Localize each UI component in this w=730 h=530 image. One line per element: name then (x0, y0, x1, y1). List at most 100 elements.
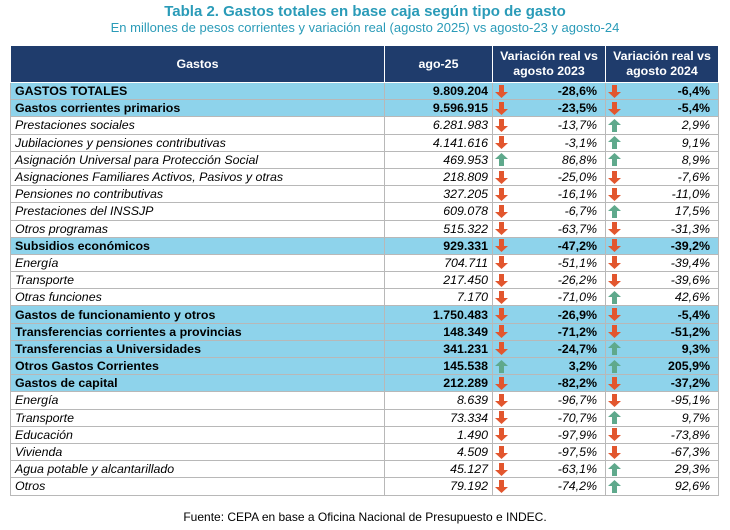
row-var-2024: -73,8% (605, 425, 719, 444)
table-row: Otros programas 515.322 -63,7% -31,3% (10, 219, 719, 238)
row-var-2023: -70,7% (492, 408, 606, 427)
arrow-down-icon (495, 445, 508, 459)
variation-value: -63,7% (557, 221, 597, 236)
arrow-up-icon (495, 153, 508, 167)
variation-value: -51,2% (670, 324, 710, 339)
variation-value: -3,1% (564, 135, 597, 150)
variation-value: -13,7% (557, 118, 597, 133)
table-row: Transferencias a Universidades 341.231 -24… (10, 339, 719, 359)
variation-value: -97,5% (557, 445, 597, 460)
arrow-up-icon (608, 136, 621, 150)
arrow-down-icon (495, 170, 508, 184)
arrow-down-icon (495, 101, 508, 115)
variation-value: -16,1% (557, 187, 597, 202)
row-label: Asignaciones Familiares Activos, Pasivos… (10, 167, 385, 187)
variation-value: -7,6% (677, 170, 710, 185)
row-var-2023: -63,7% (492, 219, 606, 238)
row-var-2024: 2,9% (605, 116, 719, 135)
row-label: GASTOS TOTALES (10, 81, 385, 101)
row-value: 148.349 (384, 322, 493, 341)
row-label: Transferencias corrientes a provincias (10, 322, 385, 341)
table-row: Prestaciones sociales 6.281.983 -13,7% 2,9% (10, 116, 719, 135)
row-var-2024: -6,4% (605, 81, 719, 101)
header-gastos: Gastos (10, 45, 385, 83)
arrow-up-icon (608, 118, 621, 132)
row-value: 145.538 (384, 356, 493, 376)
variation-value: 8,9% (681, 152, 710, 167)
arrow-up-icon (608, 204, 621, 218)
row-var-2023: -96,7% (492, 391, 606, 410)
row-var-2023: -26,2% (492, 271, 606, 290)
row-var-2024: 9,1% (605, 133, 719, 152)
arrow-down-icon (608, 308, 621, 322)
arrow-up-icon (608, 342, 621, 356)
row-label: Gastos de funcionamiento y otros (10, 305, 385, 324)
variation-value: -11,0% (671, 187, 710, 202)
row-label: Transferencias a Universidades (10, 339, 385, 359)
variation-value: -24,7% (557, 341, 597, 356)
arrow-up-icon (608, 462, 621, 476)
row-var-2024: 9,7% (605, 408, 719, 427)
variation-value: -47,2% (557, 238, 597, 253)
row-value: 341.231 (384, 339, 493, 359)
row-var-2024: -39,6% (605, 271, 719, 290)
expenses-table: Gastos ago-25 Variación real vs agosto 2… (10, 45, 719, 496)
row-var-2023: -47,2% (492, 236, 606, 255)
table-row: Energía 8.639 -96,7% -95,1% (10, 391, 719, 410)
row-value: 212.289 (384, 374, 493, 393)
variation-value: -71,0% (557, 290, 597, 305)
row-label: Transporte (10, 408, 385, 427)
row-var-2024: 92,6% (605, 477, 719, 496)
row-label: Otros programas (10, 219, 385, 238)
arrow-up-icon (608, 411, 621, 425)
table-row: Gastos de funcionamiento y otros 1.750.48… (10, 305, 719, 324)
variation-value: -97,9% (557, 427, 597, 442)
variation-value: -26,2% (557, 273, 597, 288)
arrow-down-icon (495, 325, 508, 339)
row-var-2023: 86,8% (492, 150, 606, 169)
row-var-2024: 8,9% (605, 150, 719, 169)
arrow-up-icon (608, 153, 621, 167)
row-var-2024: -11,0% (605, 185, 719, 204)
table-body: GASTOS TOTALES 9.809.204 -28,6% -6,4% Gastos… (10, 81, 719, 496)
row-value: 4.509 (384, 442, 493, 462)
table-title: Tabla 2. Gastos totales en base caja seg… (164, 3, 566, 20)
row-label: Educación (10, 425, 385, 444)
row-var-2024: -37,2% (605, 374, 719, 393)
row-value: 609.078 (384, 202, 493, 221)
variation-value: -51,1% (557, 255, 597, 270)
arrow-up-icon (608, 479, 621, 493)
row-value: 45.127 (384, 460, 493, 479)
table-row: Transferencias corrientes a provincias 14… (10, 322, 719, 341)
row-var-2023: -74,2% (492, 477, 606, 496)
arrow-up-icon (495, 359, 508, 373)
arrow-down-icon (608, 84, 621, 98)
variation-value: -37,2% (670, 376, 710, 391)
variation-value: -63,1% (557, 462, 597, 477)
row-value: 4.141.616 (384, 133, 493, 152)
row-var-2024: 9,3% (605, 339, 719, 359)
row-var-2023: -23,5% (492, 99, 606, 118)
variation-value: -73,8% (670, 427, 710, 442)
variation-value: -26,9% (557, 307, 597, 322)
variation-value: -95,1% (670, 393, 710, 408)
arrow-down-icon (495, 462, 508, 476)
arrow-down-icon (495, 273, 508, 287)
variation-value: 92,6% (674, 479, 710, 494)
variation-value: -39,4% (670, 255, 710, 270)
row-value: 704.711 (384, 253, 493, 273)
row-label: Prestaciones del INSSJP (10, 202, 385, 221)
variation-value: 9,7% (681, 410, 710, 425)
table-row: Asignaciones Familiares Activos, Pasivos… (10, 167, 719, 187)
arrow-down-icon (608, 239, 621, 253)
row-label: Subsidios económicos (10, 236, 385, 255)
table-row: Otros 79.192 -74,2% 92,6% (10, 477, 719, 496)
table-row: Otras funciones 7.170 -71,0% 42,6% (10, 288, 719, 307)
row-var-2024: 205,9% (605, 356, 719, 376)
row-value: 217.450 (384, 271, 493, 290)
row-value: 469.953 (384, 150, 493, 169)
table-row: Educación 1.490 -97,9% -73,8% (10, 425, 719, 444)
row-label: Otras funciones (10, 288, 385, 307)
arrow-down-icon (495, 136, 508, 150)
row-var-2023: -28,6% (492, 81, 606, 101)
